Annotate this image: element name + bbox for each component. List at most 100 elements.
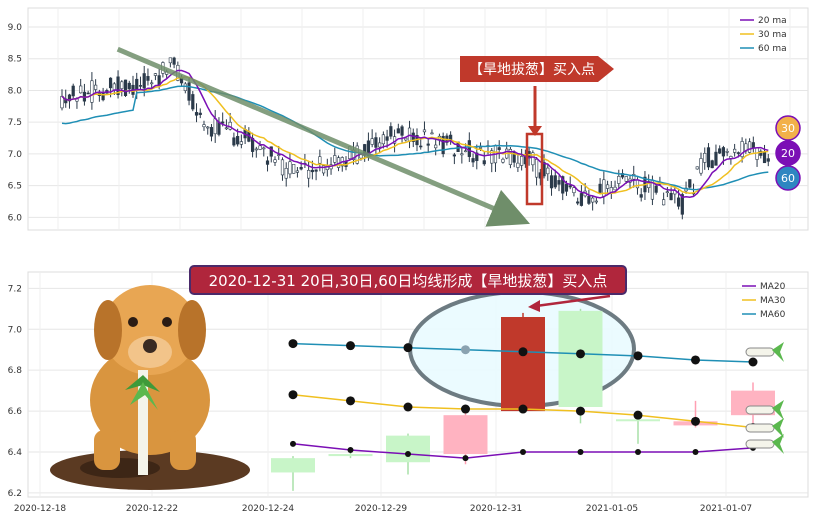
top-y-tick-label: 7.5	[8, 118, 22, 128]
badge-20-text: 20	[781, 147, 795, 160]
top-candle-body	[654, 185, 658, 193]
bottom-candle-body	[328, 454, 373, 457]
top-candle-body	[224, 127, 229, 130]
legend-MA30: MA30	[760, 296, 786, 306]
top-candle-body	[561, 176, 565, 194]
top-candle-body	[206, 126, 210, 129]
top-candle-body	[284, 168, 288, 179]
legend-MA60: MA60	[760, 310, 786, 320]
top-candle-body	[213, 118, 217, 135]
bottom-candle-body	[443, 415, 488, 455]
top-candle-body	[187, 82, 191, 101]
annotation-pointer-head	[528, 126, 542, 136]
top-candle-body	[295, 170, 300, 173]
top-candle-body	[422, 129, 427, 133]
bottom-ma60-point	[346, 341, 355, 351]
top-candle-body	[759, 150, 763, 156]
top-candle-body	[333, 155, 337, 163]
top-candle-body	[452, 154, 456, 157]
annotation-text: 【旱地拔葱】买入点	[469, 62, 595, 78]
bottom-ma20-point	[577, 449, 584, 455]
bottom-candle-body	[386, 435, 430, 463]
top-y-tick-label: 9.0	[8, 23, 23, 33]
top-candle-body	[460, 153, 464, 156]
top-candle-body	[239, 141, 243, 145]
legend-ma60: 60 ma	[758, 44, 787, 54]
top-candle-body	[534, 159, 539, 178]
top-candle-body	[138, 85, 143, 87]
downtrend-arrow	[116, 46, 531, 227]
top-candle-body	[497, 147, 501, 150]
bottom-ma-dots	[288, 339, 758, 462]
bottom-candle-body	[558, 310, 603, 407]
top-legend: 20 ma 30 ma 60 ma	[740, 16, 787, 54]
bottom-x-tick-label: 2020-12-18	[14, 504, 67, 514]
title-banner	[189, 265, 627, 295]
badge-30-text: 30	[781, 122, 795, 135]
bottom-candle-body	[616, 419, 660, 422]
title-pointer	[535, 294, 611, 308]
bottom-ma60-point	[403, 343, 413, 353]
top-y-tick-label: 6.0	[8, 213, 23, 223]
top-candle-body	[624, 176, 628, 182]
top-ma60-line	[61, 85, 769, 191]
top-candle-body	[269, 146, 273, 157]
bottom-title: 2020-12-31 20日,30日,60日均线形成【旱地拔葱】买入点	[209, 272, 608, 290]
bottom-zoom-panel: 6.26.46.66.87.07.2 2020-12-18 2020-12-22 2…	[8, 265, 809, 514]
top-candle-body	[150, 82, 154, 85]
top-candle-body	[553, 175, 557, 188]
top-price-panel: 6.0 6.5 7.0 7.5 8.0 8.5 9.0 【旱地拔葱】买入点 20 ma 30…	[8, 7, 809, 231]
bottom-y-tick-label: 6.2	[8, 489, 22, 499]
top-candle-body	[299, 167, 303, 170]
bottom-x-tick-label: 2020-12-29	[355, 504, 408, 514]
top-candle-body	[321, 165, 326, 174]
top-candle-body	[680, 194, 684, 215]
top-candle-body	[430, 132, 434, 135]
dog-illustration	[50, 285, 250, 490]
top-candle-body	[314, 169, 318, 172]
bottom-ma30-point	[518, 404, 528, 414]
top-candle-body	[568, 185, 572, 188]
bottom-x-tick-label: 2021-01-05	[586, 504, 638, 514]
top-candle-body	[762, 151, 767, 164]
top-candle-body	[172, 57, 176, 65]
top-candle-body	[688, 179, 692, 188]
top-candle-body	[310, 169, 314, 173]
top-candle-body	[467, 140, 471, 157]
top-candle-body	[605, 184, 610, 189]
top-candle-body	[385, 136, 389, 141]
top-candle-body	[564, 183, 569, 192]
top-candle-body	[370, 138, 374, 145]
top-candle-body	[381, 134, 385, 145]
bottom-x-axis: 2020-12-18 2020-12-22 2020-12-24 2020-12-29…	[14, 504, 752, 514]
bottom-ma20-point	[635, 449, 641, 455]
top-y-tick-label: 8.0	[8, 86, 23, 96]
top-y-tick-label: 8.5	[8, 55, 22, 65]
top-candle-body	[613, 186, 617, 191]
top-candle-body	[378, 142, 382, 148]
top-candle-body	[262, 147, 266, 150]
top-candle-body	[400, 126, 404, 136]
top-candle-body	[318, 156, 322, 164]
top-candle-body	[594, 200, 598, 203]
top-candle-body	[146, 76, 150, 81]
bottom-y-tick-label: 7.0	[8, 325, 23, 335]
top-y-tick-label: 6.5	[8, 182, 22, 192]
top-candle-body	[695, 166, 699, 170]
top-candle-body	[751, 142, 755, 149]
top-candle-body	[482, 160, 486, 165]
top-candle-body	[292, 164, 296, 174]
top-candle-body	[183, 83, 187, 91]
top-candle-body	[254, 148, 258, 151]
bottom-candle-body	[501, 317, 545, 412]
top-candle-body	[725, 151, 729, 153]
top-candle-body	[404, 137, 408, 141]
legend-MA20: MA20	[760, 282, 786, 292]
bottom-ma60-point	[691, 355, 700, 365]
top-candle-body	[411, 132, 415, 142]
top-candle-body	[280, 159, 285, 176]
bottom-y-tick-label: 6.4	[8, 448, 23, 458]
top-candle-body	[598, 183, 602, 193]
bottom-ma30-point	[288, 390, 298, 400]
top-candle-body	[703, 152, 707, 163]
